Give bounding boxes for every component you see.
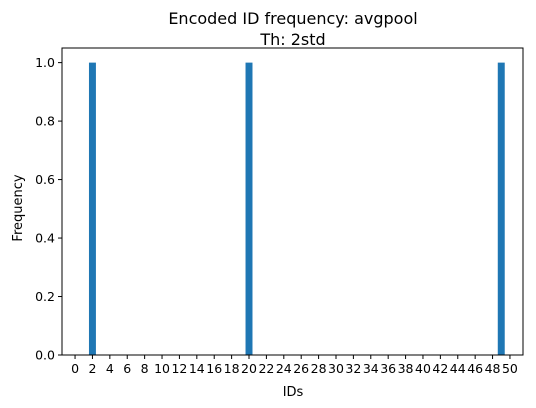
x-tick-label: 50 [502, 361, 518, 376]
x-tick-label: 16 [206, 361, 222, 376]
x-tick-label: 24 [276, 361, 292, 376]
x-tick-label: 32 [345, 361, 361, 376]
x-tick-label: 36 [380, 361, 396, 376]
y-axis-label: Frequency [11, 174, 26, 241]
x-tick-label: 12 [171, 361, 187, 376]
y-tick-label: 0.2 [35, 289, 55, 304]
x-tick-label: 46 [467, 361, 483, 376]
x-tick-label: 22 [258, 361, 274, 376]
x-tick-label: 28 [311, 361, 327, 376]
x-tick-label: 14 [189, 361, 205, 376]
x-tick-label: 4 [106, 361, 114, 376]
x-tick-label: 6 [123, 361, 131, 376]
x-tick-label: 26 [293, 361, 309, 376]
plot-frame [61, 47, 524, 356]
chart-title: Encoded ID frequency: avgpool [168, 9, 417, 28]
x-tick-label: 20 [241, 361, 257, 376]
x-tick-label: 48 [485, 361, 501, 376]
bar-id-2 [88, 62, 96, 355]
y-tick-label: 0.0 [35, 348, 55, 363]
x-axis-label: IDs [283, 385, 304, 400]
x-tick-label: 38 [398, 361, 414, 376]
y-axis-ticks: 0.0 0.2 0.4 0.6 0.8 1.0 [35, 55, 62, 363]
chart-subtitle: Th: 2std [259, 30, 325, 49]
x-tick-label: 8 [141, 361, 149, 376]
y-tick-label: 0.8 [35, 114, 55, 129]
x-tick-label: 40 [415, 361, 431, 376]
y-tick-label: 0.4 [35, 231, 55, 246]
bar-id-20 [245, 62, 253, 355]
x-tick-label: 42 [432, 361, 448, 376]
x-tick-label: 30 [328, 361, 344, 376]
x-tick-label: 18 [224, 361, 240, 376]
bars [88, 62, 505, 355]
x-tick-label: 44 [450, 361, 466, 376]
y-tick-label: 0.6 [35, 172, 55, 187]
bar-id-49 [497, 62, 505, 355]
x-tick-label: 2 [88, 361, 96, 376]
x-tick-label: 10 [154, 361, 170, 376]
x-axis-ticks: 0 2 4 6 8 10 12 14 16 18 20 22 24 26 28 30 32 34 36 38 40 42 4… [71, 355, 518, 376]
y-tick-label: 1.0 [35, 55, 55, 70]
x-tick-label: 0 [71, 361, 79, 376]
x-tick-label: 34 [363, 361, 379, 376]
